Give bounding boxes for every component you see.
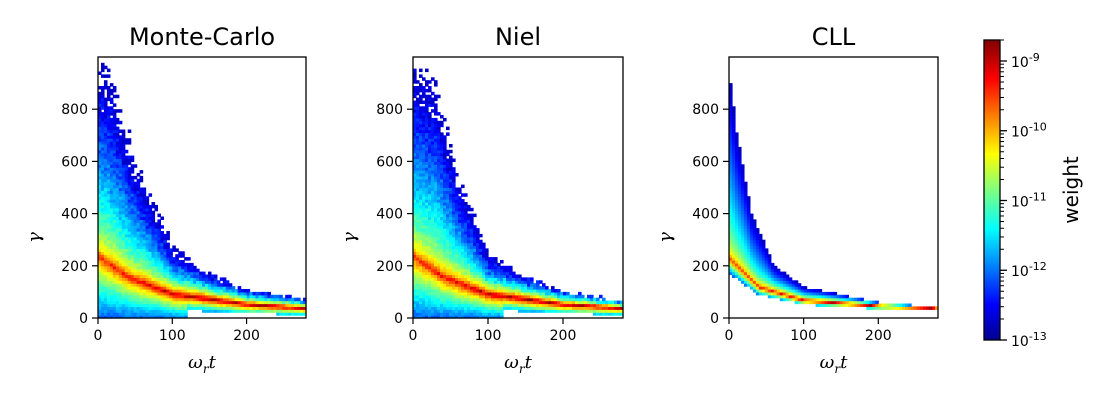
- panel-cll: CLL 0 100 200 0 200 400 600 800 ωrt γ: [655, 23, 939, 376]
- y-tick-label: 600: [376, 154, 403, 170]
- x-tick-label: 200: [550, 328, 577, 344]
- panels-layer: Monte-Carlo 0 100 200 0 200 400 600 800 ωrt γ Niel 0…: [24, 23, 939, 376]
- axes-frame: [412, 56, 624, 319]
- y-tick-label: 800: [376, 102, 403, 118]
- panel-niel: Niel 0 100 200 0 200 400 600 800 ωrt γ: [339, 23, 624, 376]
- y-tick-label: 200: [376, 259, 403, 275]
- heatmap-cells: [98, 62, 307, 319]
- colorbar-tick-label: 10-13: [1011, 330, 1047, 350]
- y-tick-label: 400: [692, 207, 719, 223]
- colorbar-label: weight: [1059, 156, 1083, 224]
- heatmap-cells: [729, 83, 939, 310]
- y-tick-label: 400: [376, 207, 403, 223]
- axes-frame: [97, 56, 307, 319]
- x-tick-label: 100: [159, 328, 186, 344]
- colorbar-tick-label: 10-10: [1011, 121, 1047, 141]
- colorbar-gradient: [983, 39, 1001, 341]
- y-tick-label: 800: [61, 102, 88, 118]
- axes-frame: [728, 56, 939, 319]
- x-tick-label: 100: [475, 328, 502, 344]
- colorbar-tick-label: 10-9: [1011, 51, 1040, 71]
- y-tick-label: 0: [394, 311, 403, 327]
- y-axis-label: γ: [24, 232, 45, 243]
- y-tick-label: 0: [79, 311, 88, 327]
- panel-title: CLL: [812, 23, 856, 51]
- panel-title: Monte-Carlo: [129, 23, 275, 51]
- x-axis-label: ωrt: [820, 352, 848, 376]
- colorbar-tick-label: 10-12: [1011, 260, 1047, 280]
- x-tick-label: 100: [790, 328, 817, 344]
- y-axis-label: γ: [339, 232, 360, 243]
- x-tick-label: 0: [725, 328, 734, 344]
- colorbar: 10-9 10-10 10-11 10-12 10-13 weight: [983, 39, 1083, 350]
- y-tick-label: 600: [692, 154, 719, 170]
- x-axis-label: ωrt: [504, 352, 532, 376]
- y-tick-label: 200: [692, 259, 719, 275]
- panel-title: Niel: [495, 23, 541, 51]
- x-tick-label: 0: [409, 328, 418, 344]
- y-tick-label: 400: [61, 207, 88, 223]
- colorbar-tick-label: 10-11: [1011, 190, 1047, 210]
- panel-monte-carlo: Monte-Carlo 0 100 200 0 200 400 600 800 ωrt γ: [24, 23, 307, 376]
- y-tick-label: 200: [61, 259, 88, 275]
- x-tick-label: 200: [233, 328, 260, 344]
- x-tick-label: 200: [865, 328, 892, 344]
- x-axis-label: ωrt: [188, 352, 216, 376]
- y-axis-label: γ: [655, 232, 676, 243]
- heatmap-cells: [413, 68, 624, 319]
- y-tick-label: 0: [710, 311, 719, 327]
- y-tick-label: 800: [692, 102, 719, 118]
- x-tick-label: 0: [94, 328, 103, 344]
- y-tick-label: 600: [61, 154, 88, 170]
